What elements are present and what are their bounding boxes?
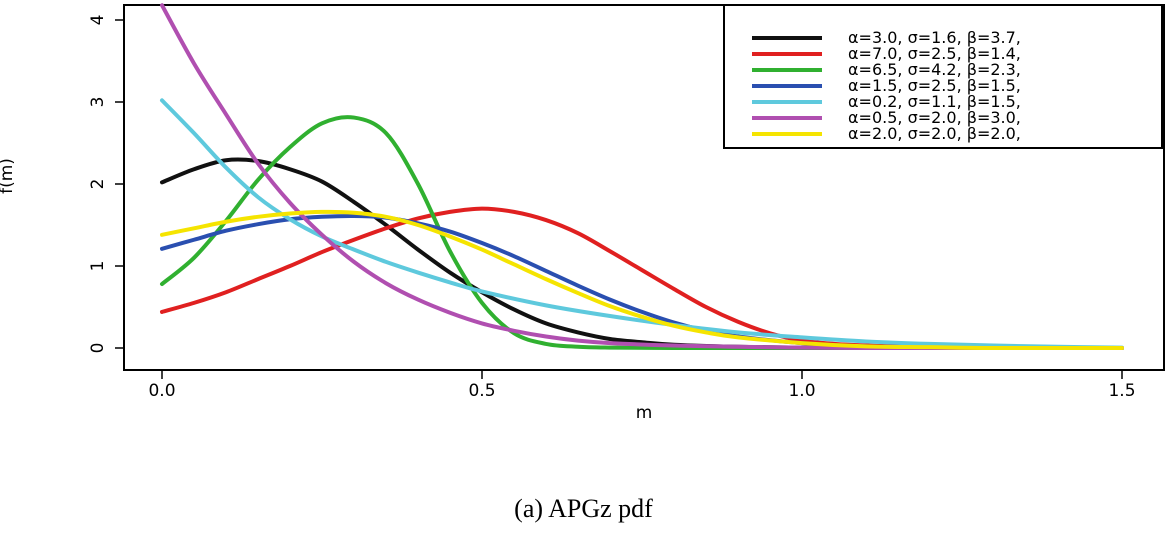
x-tick-label: 1.5 <box>1108 381 1135 401</box>
legend: α=3.0, σ=1.6, β=3.7,α=7.0, σ=2.5, β=1.4,… <box>723 4 1163 149</box>
legend-box <box>723 4 1163 149</box>
legend-label-5: α=0.5, σ=2.0, β=3.0, <box>848 108 1021 127</box>
axes-layer: 0.0 0.5 1.0 1.5 0 1 2 3 4 <box>88 15 1136 401</box>
x-axis-label: m <box>636 403 653 423</box>
legend-label-0: α=3.0, σ=1.6, β=3.7, <box>848 28 1021 47</box>
y-axis-label: f(m) <box>0 158 17 194</box>
legend-label-1: α=7.0, σ=2.5, β=1.4, <box>848 44 1021 63</box>
y-tick-label: 4 <box>88 15 108 26</box>
series-layer <box>160 3 1124 351</box>
legend-label-2: α=6.5, σ=4.2, β=2.3, <box>848 60 1021 79</box>
y-tick-label: 1 <box>88 261 108 272</box>
y-tick-label: 0 <box>88 343 108 354</box>
legend-label-4: α=0.2, σ=1.1, β=1.5, <box>848 92 1021 111</box>
series-line-6 <box>160 209 1124 351</box>
legend-label-6: α=2.0, σ=2.0, β=2.0, <box>848 124 1021 143</box>
series-line-3 <box>160 213 1124 351</box>
y-tick-label: 3 <box>88 97 108 108</box>
x-tick-label: 1.0 <box>788 381 815 401</box>
series-line-4 <box>160 98 1124 350</box>
y-tick-label: 2 <box>88 179 108 190</box>
figure-caption: (a) APGz pdf <box>514 494 653 523</box>
x-tick-label: 0.0 <box>148 381 175 401</box>
x-tick-label: 0.5 <box>468 381 495 401</box>
legend-label-3: α=1.5, σ=2.5, β=1.5, <box>848 76 1021 95</box>
